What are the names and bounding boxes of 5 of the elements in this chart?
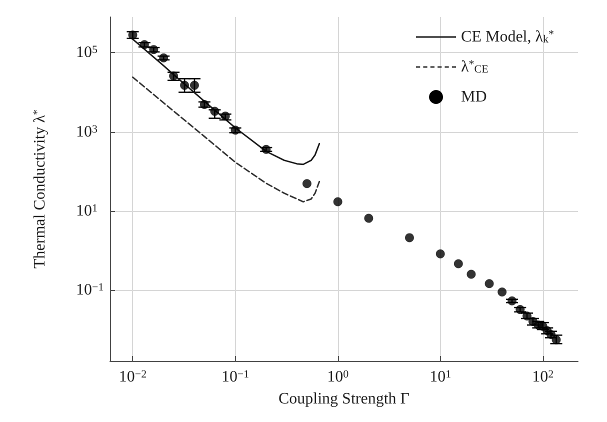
legend-label: MD (461, 88, 487, 106)
legend-label: λ*CE (461, 58, 489, 76)
y-axis-title: Thermal Conductivity λ* (32, 109, 48, 269)
legend-label: CE Model, λk* (461, 28, 554, 46)
x-axis-title: Coupling Strength Γ (278, 390, 410, 408)
